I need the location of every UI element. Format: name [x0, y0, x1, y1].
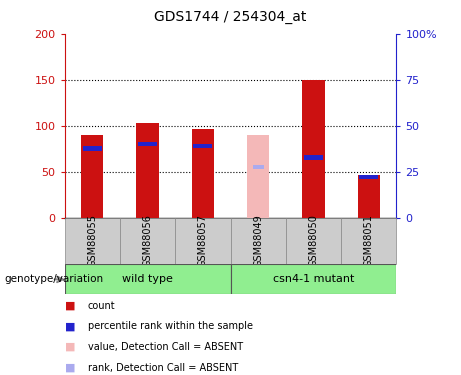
- Bar: [286, 217, 341, 264]
- Text: wild type: wild type: [122, 274, 173, 284]
- Text: percentile rank within the sample: percentile rank within the sample: [88, 321, 253, 331]
- Text: GSM88050: GSM88050: [308, 214, 319, 267]
- Bar: [304, 156, 323, 160]
- Bar: [341, 217, 396, 264]
- Bar: [194, 144, 212, 148]
- Text: count: count: [88, 301, 115, 310]
- Text: ■: ■: [65, 321, 75, 331]
- Text: rank, Detection Call = ABSENT: rank, Detection Call = ABSENT: [88, 363, 238, 372]
- Text: GSM88056: GSM88056: [142, 214, 153, 267]
- Bar: [81, 135, 103, 218]
- Bar: [136, 123, 159, 218]
- Bar: [253, 165, 264, 169]
- Bar: [120, 217, 175, 264]
- Text: GDS1744 / 254304_at: GDS1744 / 254304_at: [154, 10, 307, 24]
- Text: ■: ■: [65, 363, 75, 372]
- Bar: [175, 217, 230, 264]
- Text: value, Detection Call = ABSENT: value, Detection Call = ABSENT: [88, 342, 242, 352]
- Bar: [247, 135, 269, 218]
- Text: csn4-1 mutant: csn4-1 mutant: [273, 274, 354, 284]
- Bar: [230, 264, 396, 294]
- Bar: [360, 175, 378, 179]
- Text: GSM88051: GSM88051: [364, 214, 374, 267]
- Bar: [83, 146, 101, 151]
- Bar: [230, 217, 286, 264]
- Text: ■: ■: [65, 301, 75, 310]
- Bar: [65, 264, 230, 294]
- Text: GSM88055: GSM88055: [87, 214, 97, 267]
- Bar: [65, 217, 120, 264]
- Text: GSM88049: GSM88049: [253, 214, 263, 267]
- Bar: [138, 142, 157, 146]
- Bar: [192, 129, 214, 218]
- Text: ■: ■: [65, 342, 75, 352]
- Bar: [302, 80, 325, 218]
- Text: genotype/variation: genotype/variation: [5, 274, 104, 284]
- Text: GSM88057: GSM88057: [198, 214, 208, 267]
- Bar: [358, 175, 380, 217]
